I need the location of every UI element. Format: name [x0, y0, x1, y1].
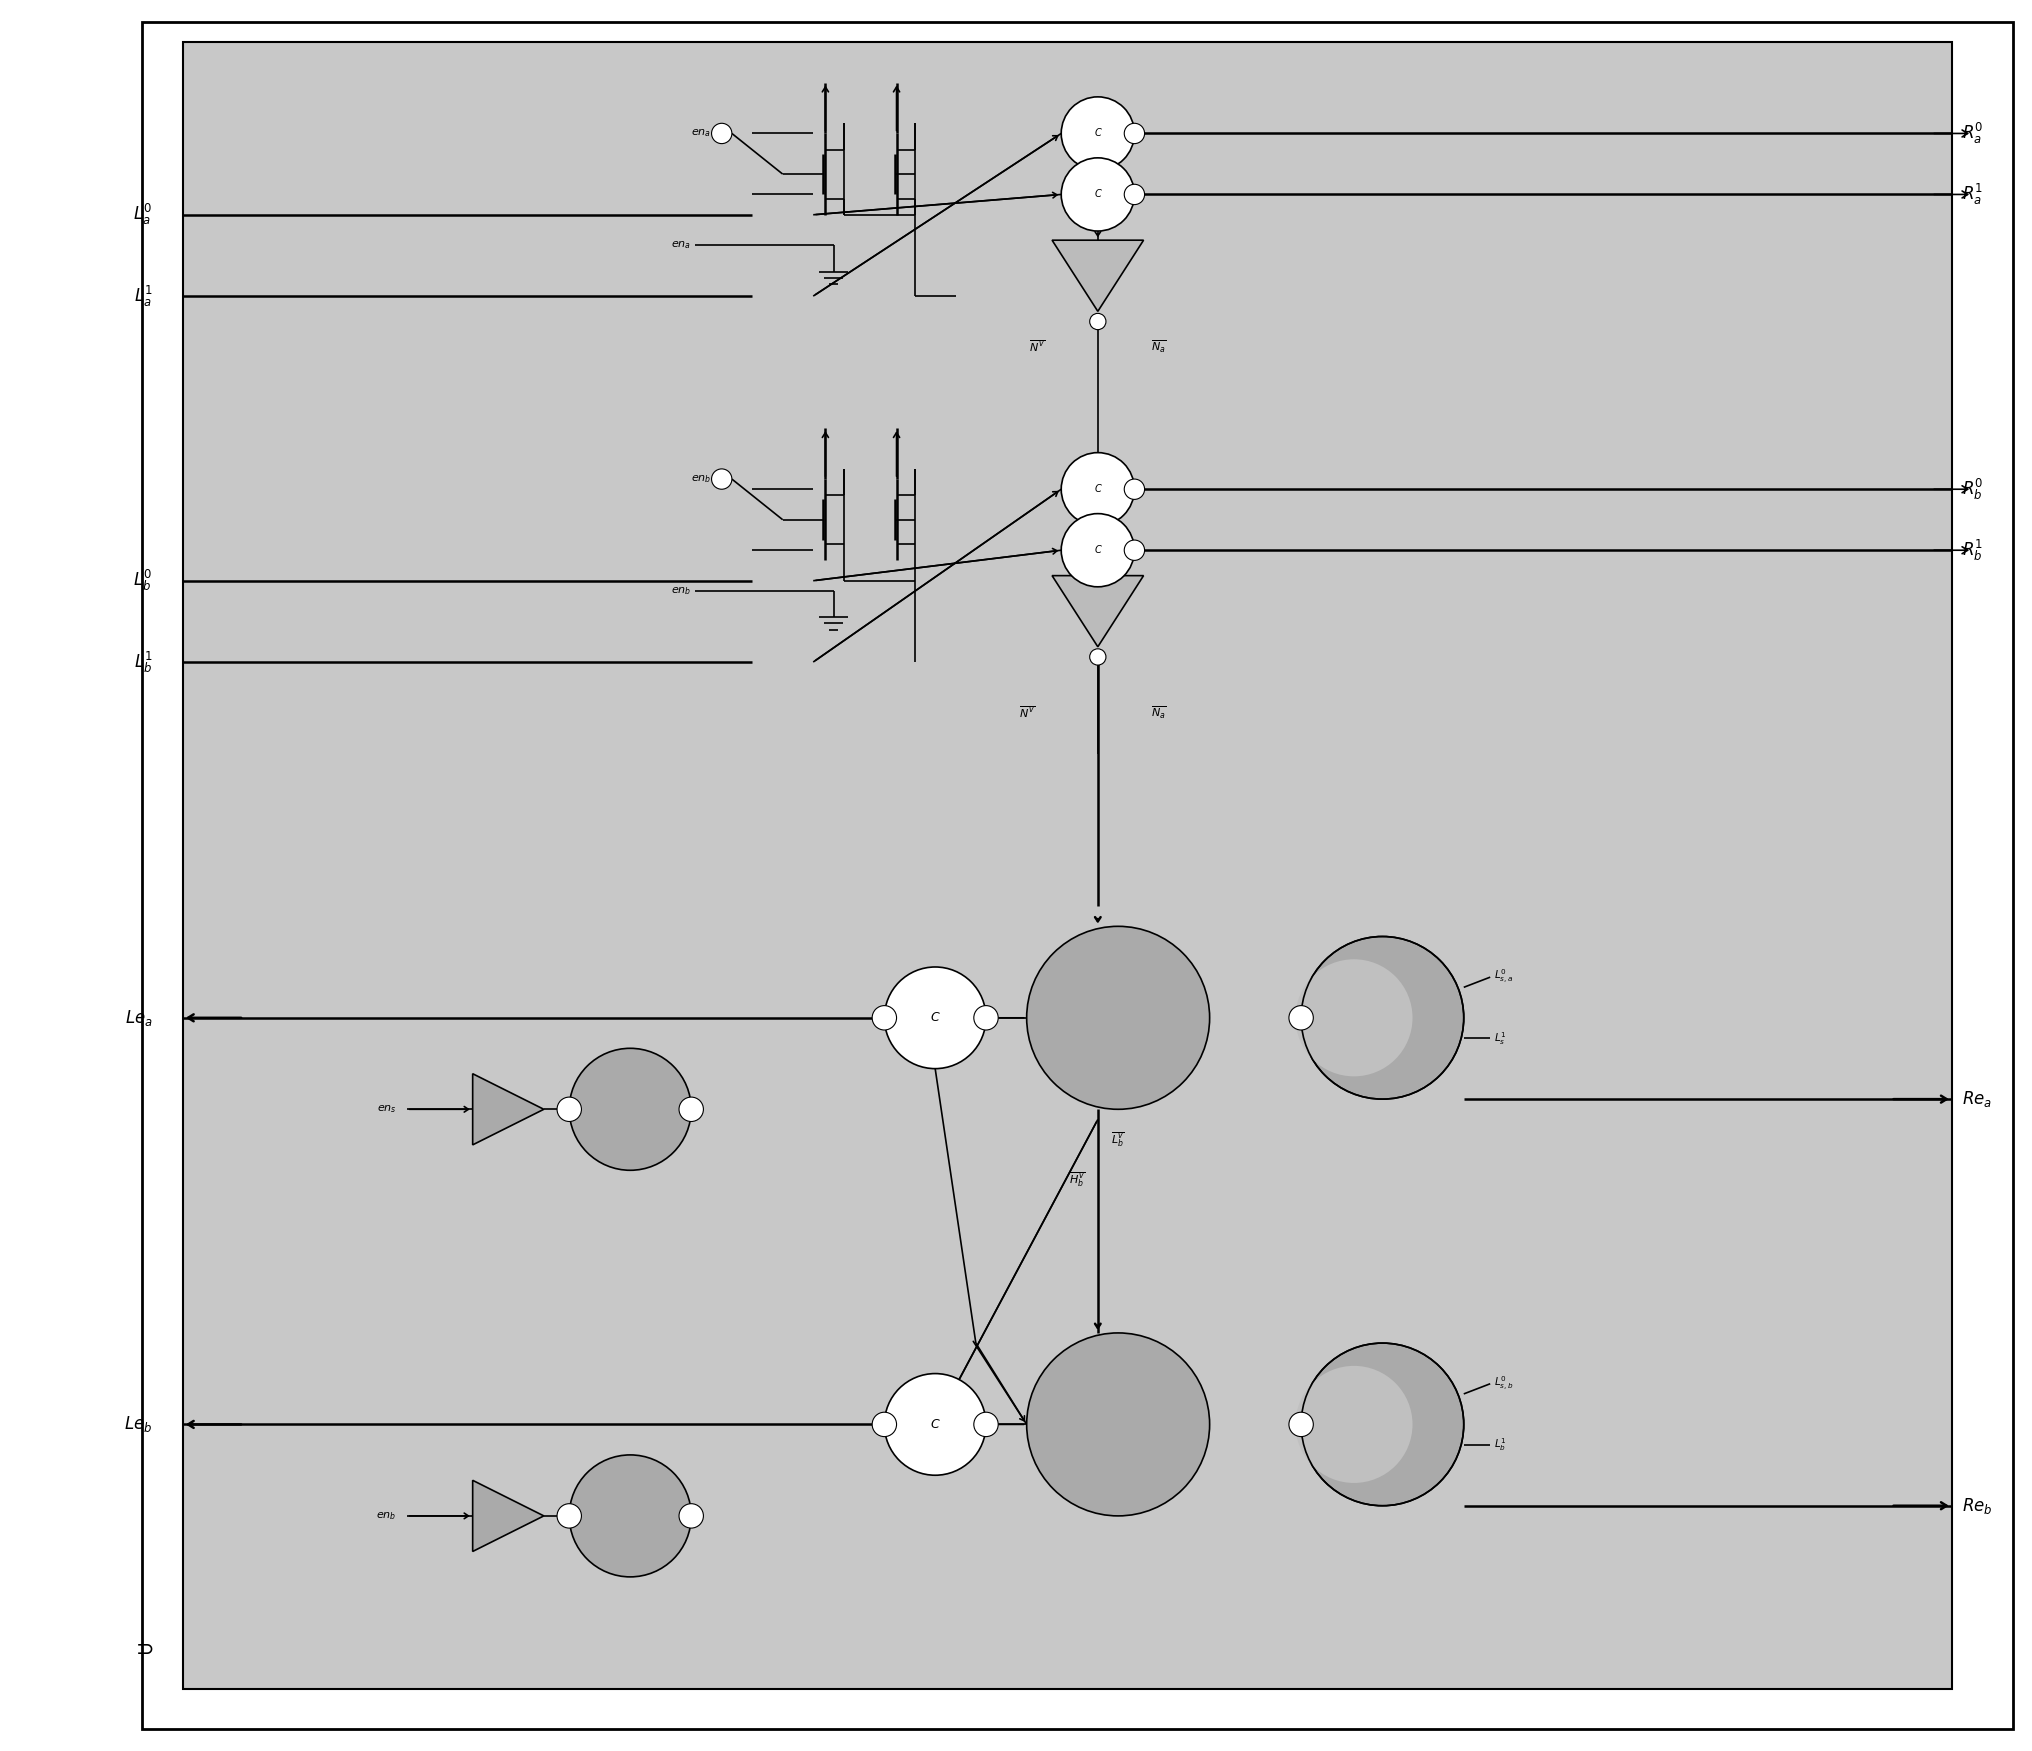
Circle shape	[1089, 313, 1105, 329]
Circle shape	[1300, 1343, 1463, 1506]
Text: $L^0_b$: $L^0_b$	[134, 567, 152, 594]
Bar	[183, 42, 1951, 1688]
Text: $L^1_s$: $L^1_s$	[1494, 1030, 1506, 1047]
Polygon shape	[1053, 240, 1144, 312]
Circle shape	[679, 1098, 703, 1121]
Circle shape	[569, 1049, 691, 1170]
Text: $en_b$: $en_b$	[691, 473, 711, 485]
Text: $en_a$: $en_a$	[671, 240, 691, 250]
Circle shape	[1124, 184, 1144, 205]
Circle shape	[1300, 937, 1463, 1100]
Circle shape	[1089, 650, 1105, 665]
Text: $en_b$: $en_b$	[376, 1509, 396, 1522]
Circle shape	[973, 1413, 998, 1436]
Circle shape	[1124, 539, 1144, 560]
Text: $\overline{N^v}$: $\overline{N^v}$	[1018, 706, 1034, 720]
Circle shape	[1061, 96, 1134, 170]
Text: $L^0_{s,a}$: $L^0_{s,a}$	[1494, 968, 1512, 986]
Text: $L^1_b$: $L^1_b$	[134, 650, 152, 674]
Circle shape	[711, 123, 732, 144]
Text: C: C	[1093, 128, 1101, 138]
Circle shape	[1294, 960, 1412, 1077]
Text: $Le_b$: $Le_b$	[124, 1415, 152, 1434]
Text: C: C	[931, 1012, 939, 1024]
Text: $Re_b$: $Re_b$	[1961, 1495, 1991, 1516]
Circle shape	[1294, 1366, 1412, 1483]
Text: $en_a$: $en_a$	[691, 128, 711, 140]
Text: $\overline{N^v}$: $\overline{N^v}$	[1028, 340, 1044, 354]
Text: $R^0_b$: $R^0_b$	[1961, 476, 1983, 503]
Circle shape	[1026, 926, 1209, 1110]
Text: $Le_a$: $Le_a$	[124, 1009, 152, 1028]
Text: $en_b$: $en_b$	[671, 585, 691, 597]
Circle shape	[1061, 513, 1134, 587]
Text: $L^0_{s,b}$: $L^0_{s,b}$	[1494, 1375, 1514, 1392]
Text: $\overline{L^v_b}$: $\overline{L^v_b}$	[1112, 1131, 1124, 1149]
Text: $R^1_a$: $R^1_a$	[1961, 182, 1981, 207]
Circle shape	[872, 1413, 896, 1436]
Circle shape	[1288, 1005, 1313, 1030]
Polygon shape	[471, 1480, 545, 1551]
Circle shape	[1061, 158, 1134, 231]
Circle shape	[884, 967, 986, 1068]
Text: $\overline{N_a}$: $\overline{N_a}$	[1150, 704, 1166, 721]
Text: $\overline{H^v_b}$: $\overline{H^v_b}$	[1069, 1171, 1085, 1189]
Circle shape	[973, 1005, 998, 1030]
Text: $Re_a$: $Re_a$	[1961, 1089, 1991, 1108]
Text: $en_s$: $en_s$	[376, 1103, 396, 1115]
Text: $L^1_b$: $L^1_b$	[1494, 1436, 1506, 1453]
Circle shape	[1124, 480, 1144, 499]
Text: C: C	[1093, 545, 1101, 555]
Circle shape	[569, 1455, 691, 1578]
Polygon shape	[471, 1073, 545, 1145]
Circle shape	[1061, 454, 1134, 525]
Circle shape	[1288, 1413, 1313, 1436]
Text: $L^1_a$: $L^1_a$	[134, 284, 152, 308]
Text: $\supset$: $\supset$	[130, 1637, 154, 1658]
Circle shape	[679, 1504, 703, 1529]
Circle shape	[1026, 1333, 1209, 1516]
Text: C: C	[1093, 485, 1101, 494]
Text: $L^0_a$: $L^0_a$	[134, 201, 152, 228]
Circle shape	[884, 1373, 986, 1476]
Text: $\overline{N_a}$: $\overline{N_a}$	[1150, 338, 1166, 355]
Text: C: C	[1093, 189, 1101, 200]
Polygon shape	[1053, 576, 1144, 646]
Circle shape	[557, 1098, 581, 1121]
Text: $R^1_b$: $R^1_b$	[1961, 538, 1981, 562]
Circle shape	[872, 1005, 896, 1030]
Text: $R^0_a$: $R^0_a$	[1961, 121, 1983, 145]
Circle shape	[711, 469, 732, 489]
Text: C: C	[931, 1418, 939, 1431]
Circle shape	[1124, 123, 1144, 144]
Circle shape	[557, 1504, 581, 1529]
